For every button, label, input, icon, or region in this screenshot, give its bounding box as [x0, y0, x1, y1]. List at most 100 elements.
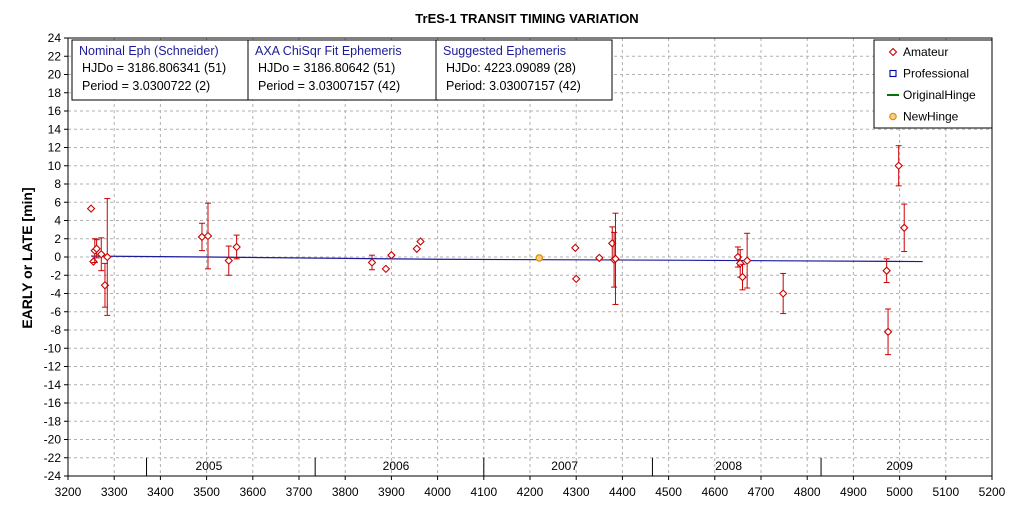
y-tick-label: 18: [48, 86, 62, 100]
y-tick-label: -16: [44, 396, 62, 410]
y-tick-label: 24: [48, 31, 62, 45]
ephemeris-box-frame: [71, 39, 249, 101]
amateur-point: [882, 266, 891, 275]
amateur-point: [883, 327, 893, 337]
ephemeris-box-line: HJDo: 4223.09089 (28): [446, 61, 576, 75]
amateur-point: [96, 249, 106, 259]
y-tick-label: 16: [48, 104, 62, 118]
y-tick-label: 8: [54, 177, 61, 191]
x-tick-label: 3300: [101, 485, 128, 499]
ephemeris-box-head: AXA ChiSqr Fit Ephemeris: [255, 44, 402, 58]
ephemeris-box: Suggested Ephemeris HJDo: 4223.09089 (28)…: [435, 39, 613, 101]
amateur-point: [203, 231, 213, 241]
y-tick-label: -12: [44, 360, 62, 374]
year-label: 2006: [383, 459, 410, 473]
x-tick-label: 5000: [886, 485, 913, 499]
x-tick-label: 4500: [655, 485, 682, 499]
amateur-point: [412, 244, 422, 254]
amateur-point: [738, 272, 747, 282]
amateur-point: [778, 289, 788, 298]
x-tick-label: 5100: [932, 485, 959, 499]
y-tick-label: -10: [44, 341, 62, 355]
year-label: 2007: [551, 459, 578, 473]
ephemeris-box-frame: [247, 39, 437, 101]
ephemeris-boxes: Nominal Eph (Schneider) HJDo = 3186.80634…: [71, 39, 613, 101]
y-tick-label: -4: [50, 287, 61, 301]
ephemeris-box-line: Period = 3.03007157 (42): [258, 79, 400, 93]
amateur-point: [894, 161, 903, 171]
amateur-point: [899, 223, 909, 233]
amateur-point: [224, 256, 234, 265]
legend-label: Amateur: [903, 45, 948, 59]
ephemeris-box-head: Suggested Ephemeris: [443, 44, 566, 58]
chart-title: TrES-1 TRANSIT TIMING VARIATION: [415, 11, 638, 26]
ephemeris-box-line: Period: 3.03007157 (42): [446, 79, 581, 93]
x-tick-label: 4200: [517, 485, 544, 499]
y-tick-label: 6: [54, 195, 61, 209]
amateur-point: [742, 256, 752, 265]
amateur-point: [570, 243, 580, 253]
y-tick-label: -18: [44, 414, 62, 428]
y-axis-label: EARLY or LATE [min]: [19, 187, 35, 328]
ephemeris-box: AXA ChiSqr Fit Ephemeris HJDo = 3186.8064…: [247, 39, 437, 101]
x-tick-label: 5200: [979, 485, 1006, 499]
x-tick-label: 4100: [470, 485, 497, 499]
y-tick-label: -14: [44, 378, 62, 392]
x-tick-label: 3400: [147, 485, 174, 499]
y-tick-label: 20: [48, 68, 62, 82]
x-tick-label: 3600: [239, 485, 266, 499]
ephemeris-box-line: HJDo = 3186.806341 (51): [82, 61, 226, 75]
y-tick-label: -22: [44, 451, 62, 465]
x-tick-label: 3200: [55, 485, 82, 499]
x-tick-label: 3700: [286, 485, 313, 499]
legend-marker: [889, 69, 897, 78]
x-tick-label: 3500: [193, 485, 220, 499]
y-tick-label: -2: [50, 268, 61, 282]
x-tick-label: 3900: [378, 485, 405, 499]
y-tick-label: 10: [48, 159, 62, 173]
amateur-point: [571, 274, 581, 284]
y-tick-label: 0: [54, 250, 61, 264]
legend-marker: [888, 47, 898, 57]
legend-label: OriginalHinge: [903, 88, 976, 102]
x-tick-label: 4900: [840, 485, 867, 499]
amateur-point: [611, 254, 620, 264]
x-tick-label: 4400: [609, 485, 636, 499]
y-tick-label: 12: [48, 141, 62, 155]
year-label: 2008: [715, 459, 742, 473]
y-tick-label: 22: [48, 49, 62, 63]
x-tick-label: 4000: [424, 485, 451, 499]
year-label: 2005: [196, 459, 223, 473]
legend: Amateur Professional OriginalHinge NewHinge: [873, 39, 993, 129]
axes: 3200 3300 3400 3500 3600 3700 3800 3900 4000 4100…: [44, 31, 1006, 499]
y-tick-label: -20: [44, 433, 62, 447]
amateur-point: [416, 237, 425, 246]
ephemeris-box-line: Period = 3.0300722 (2): [82, 79, 210, 93]
ephemeris-box-frame: [435, 39, 613, 101]
newhinge-point: [535, 254, 544, 262]
amateur-point: [86, 204, 96, 213]
y-tick-label: -8: [50, 323, 61, 337]
x-tick-label: 4600: [701, 485, 728, 499]
y-tick-label: 2: [54, 232, 61, 246]
x-tick-label: 3800: [332, 485, 359, 499]
year-band: 2005 2006 2007 2008 2009: [146, 457, 993, 476]
y-tick-label: 4: [54, 214, 61, 228]
amateur-point: [735, 259, 745, 268]
x-tick-label: 4300: [563, 485, 590, 499]
amateur-point: [381, 264, 391, 274]
amateur-point: [367, 258, 377, 267]
x-tick-label: 4800: [794, 485, 821, 499]
y-tick-label: -6: [50, 305, 61, 319]
legend-marker: [889, 112, 897, 121]
ephemeris-box: Nominal Eph (Schneider) HJDo = 3186.80634…: [71, 39, 249, 101]
data-points: [86, 145, 909, 356]
x-tick-label: 4700: [748, 485, 775, 499]
ephemeris-box-head: Nominal Eph (Schneider): [79, 44, 219, 58]
y-tick-label: 14: [48, 122, 62, 136]
year-label: 2009: [886, 459, 913, 473]
amateur-point: [232, 242, 241, 252]
amateur-point: [595, 253, 604, 263]
ephemeris-box-line: HJDo = 3186.80642 (51): [258, 61, 395, 75]
